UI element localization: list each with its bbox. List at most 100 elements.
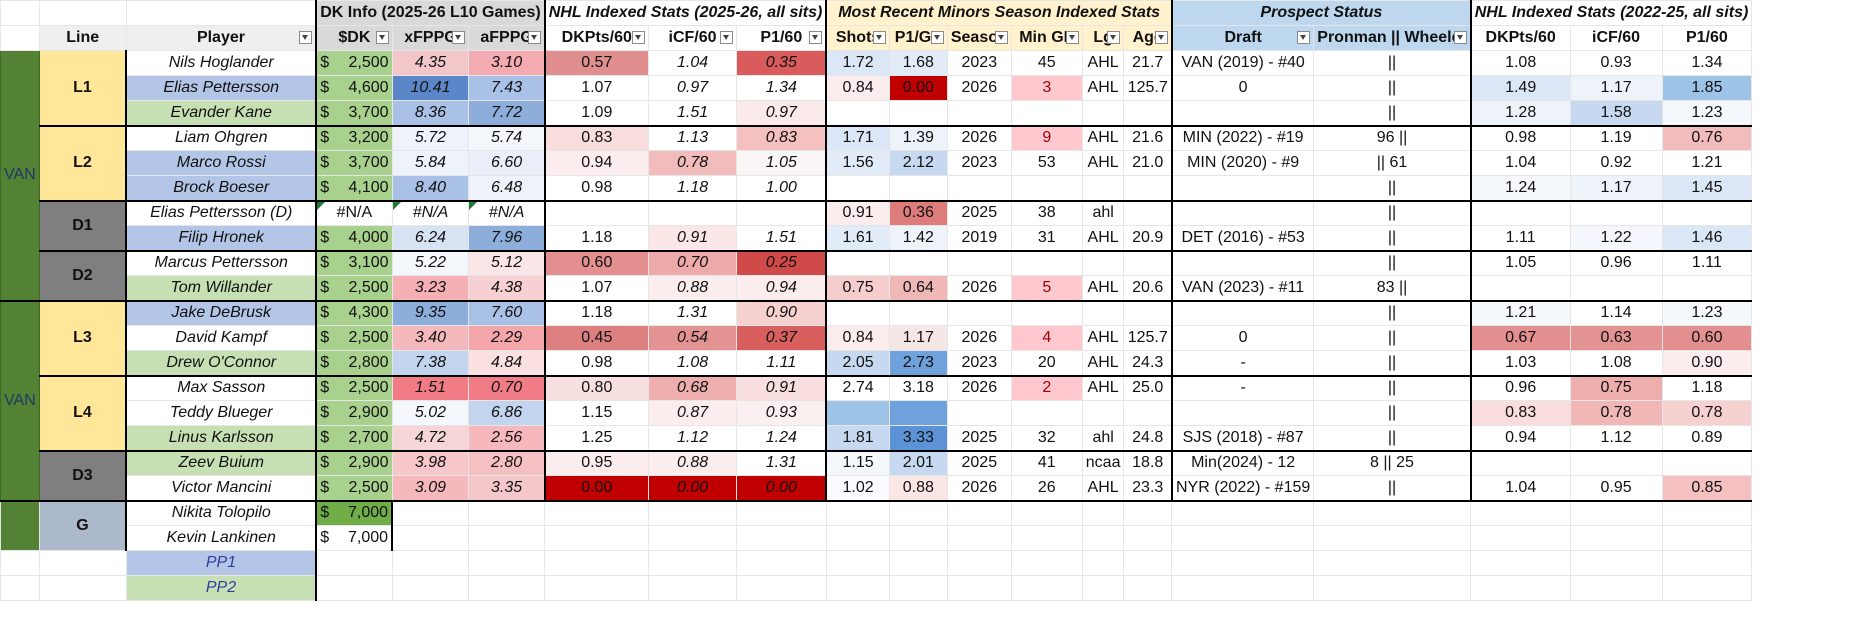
dk-salary-cell[interactable]: $4,100 <box>315 175 393 201</box>
league-cell[interactable]: AHL <box>1081 275 1125 301</box>
age-cell[interactable]: 20.9 <box>1123 225 1173 251</box>
league-cell[interactable]: AHL <box>1081 475 1125 502</box>
player-name[interactable]: Marco Rossi <box>125 150 317 176</box>
p160-cell[interactable]: 0.93 <box>736 400 827 426</box>
xfppg-cell[interactable]: 9.35 <box>391 299 470 326</box>
filter-dropdown-icon[interactable] <box>720 31 734 44</box>
pronman-wheeler-cell[interactable]: || <box>1313 199 1472 226</box>
hist-dkpts60-cell[interactable]: 1.24 <box>1469 175 1571 201</box>
hist-dkpts60-cell[interactable]: 1.03 <box>1469 350 1571 376</box>
min-gp-cell[interactable]: 4 <box>1010 325 1083 351</box>
filter-dropdown-icon[interactable] <box>452 31 466 44</box>
hist-icf60-cell[interactable]: 1.22 <box>1569 225 1663 251</box>
hist-p160-cell[interactable]: 1.45 <box>1661 175 1753 201</box>
hist-p160-cell[interactable]: 0.89 <box>1661 425 1753 451</box>
hist-p160-cell[interactable]: 1.18 <box>1661 374 1753 401</box>
hist-dkpts60-cell[interactable]: 0.83 <box>1469 400 1571 426</box>
p160-cell[interactable]: 1.24 <box>736 425 827 451</box>
dkpts60-cell[interactable]: 1.15 <box>543 400 649 426</box>
afppg-cell[interactable]: 6.60 <box>468 150 546 176</box>
p160-cell[interactable]: 1.00 <box>736 175 827 201</box>
season-cell[interactable]: 2023 <box>946 350 1012 376</box>
season-cell[interactable]: 2026 <box>946 275 1012 301</box>
age-cell[interactable] <box>1123 400 1173 426</box>
min-gp-cell[interactable] <box>1010 249 1083 276</box>
dk-salary-cell[interactable]: $3,700 <box>315 150 393 176</box>
player-name[interactable]: PP2 <box>125 575 318 601</box>
dkpts60-cell[interactable]: 1.25 <box>543 425 649 451</box>
hist-icf60-cell[interactable]: 0.93 <box>1569 50 1663 76</box>
hist-p160-cell[interactable]: 1.21 <box>1661 150 1753 176</box>
p1gp-cell[interactable] <box>888 100 948 126</box>
season-cell[interactable] <box>946 299 1012 326</box>
min-gp-cell[interactable]: 31 <box>1010 225 1083 251</box>
min-gp-cell[interactable]: 2 <box>1010 374 1083 401</box>
shots-cell[interactable]: 0.75 <box>825 275 890 301</box>
min-gp-cell[interactable]: 5 <box>1010 275 1083 301</box>
player-name[interactable]: Elias Pettersson (D) <box>125 199 317 226</box>
filter-dropdown-icon[interactable] <box>809 31 823 44</box>
league-cell[interactable]: AHL <box>1081 124 1125 151</box>
league-cell[interactable]: AHL <box>1081 50 1125 76</box>
dkpts60-cell[interactable]: 0.80 <box>543 374 649 401</box>
draft-cell[interactable] <box>1170 400 1315 426</box>
p160-cell[interactable]: 1.05 <box>736 150 827 176</box>
icf60-cell[interactable]: 1.13 <box>647 124 738 151</box>
xfppg-cell[interactable]: 3.40 <box>391 325 470 351</box>
hist-icf60-cell[interactable]: 1.19 <box>1569 124 1663 151</box>
season-cell[interactable]: 2025 <box>946 425 1012 451</box>
draft-cell[interactable]: 0 <box>1170 75 1315 101</box>
shots-cell[interactable]: 0.91 <box>825 199 890 226</box>
age-cell[interactable]: 24.3 <box>1123 350 1173 376</box>
dkpts60-cell[interactable]: 0.57 <box>543 50 649 76</box>
pronman-wheeler-cell[interactable]: || <box>1313 475 1472 502</box>
player-name[interactable]: Linus Karlsson <box>125 425 317 451</box>
dk-salary-cell[interactable]: #N/A <box>315 199 393 226</box>
icf60-cell[interactable]: 1.31 <box>647 299 738 326</box>
filter-dropdown-icon[interactable] <box>1065 31 1079 44</box>
draft-cell[interactable] <box>1170 175 1315 201</box>
hist-icf60-cell[interactable]: 0.95 <box>1569 475 1663 502</box>
p1gp-cell[interactable]: 3.33 <box>888 425 948 451</box>
league-cell[interactable]: ncaa <box>1081 449 1125 476</box>
hist-p160-cell[interactable]: 1.34 <box>1661 50 1753 76</box>
dk-salary-cell[interactable]: $3,200 <box>315 124 393 151</box>
dkpts60-cell[interactable]: 0.95 <box>543 449 649 476</box>
dkpts60-cell[interactable]: 0.94 <box>543 150 649 176</box>
pronman-wheeler-cell[interactable]: || <box>1313 175 1472 201</box>
p1gp-cell[interactable]: 0.00 <box>888 75 948 101</box>
dkpts60-cell[interactable]: 0.98 <box>543 175 649 201</box>
pronman-wheeler-cell[interactable]: || <box>1313 325 1472 351</box>
hist-dkpts60-cell[interactable]: 0.96 <box>1469 374 1571 401</box>
hist-dkpts60-cell[interactable]: 1.49 <box>1469 75 1571 101</box>
p1gp-cell[interactable] <box>888 299 948 326</box>
hist-p160-cell[interactable]: 1.23 <box>1661 100 1753 126</box>
season-cell[interactable]: 2026 <box>946 325 1012 351</box>
xfppg-cell[interactable]: 5.02 <box>391 400 470 426</box>
dk-salary-cell[interactable]: $2,900 <box>315 449 393 476</box>
p1gp-cell[interactable]: 1.68 <box>888 50 948 76</box>
icf60-cell[interactable]: 1.12 <box>647 425 738 451</box>
hist-icf60-cell[interactable]: 0.63 <box>1569 325 1663 351</box>
dk-salary-cell[interactable]: $2,500 <box>315 374 393 401</box>
afppg-cell[interactable]: 4.38 <box>468 275 546 301</box>
pronman-wheeler-cell[interactable]: 8 || 25 <box>1313 449 1472 476</box>
min-gp-cell[interactable] <box>1010 100 1083 126</box>
draft-cell[interactable]: SJS (2018) - #87 <box>1170 425 1315 451</box>
hist-dkpts60-cell[interactable]: 0.94 <box>1469 425 1571 451</box>
age-cell[interactable]: 21.0 <box>1123 150 1173 176</box>
dk-salary-cell[interactable]: $3,100 <box>315 249 393 276</box>
pronman-wheeler-cell[interactable]: || <box>1313 100 1472 126</box>
age-cell[interactable]: 25.0 <box>1123 374 1173 401</box>
season-cell[interactable] <box>946 400 1012 426</box>
xfppg-cell[interactable]: 5.84 <box>391 150 470 176</box>
shots-cell[interactable]: 1.56 <box>825 150 890 176</box>
season-cell[interactable]: 2019 <box>946 225 1012 251</box>
xfppg-cell[interactable]: 5.22 <box>391 249 470 276</box>
dkpts60-cell[interactable]: 1.18 <box>543 299 649 326</box>
hist-icf60-cell[interactable]: 1.14 <box>1569 299 1663 326</box>
min-gp-cell[interactable]: 41 <box>1010 449 1083 476</box>
filter-dropdown-icon[interactable] <box>1154 31 1168 44</box>
hist-dkpts60-cell[interactable]: 1.28 <box>1469 100 1571 126</box>
dkpts60-cell[interactable]: 0.60 <box>543 249 649 276</box>
